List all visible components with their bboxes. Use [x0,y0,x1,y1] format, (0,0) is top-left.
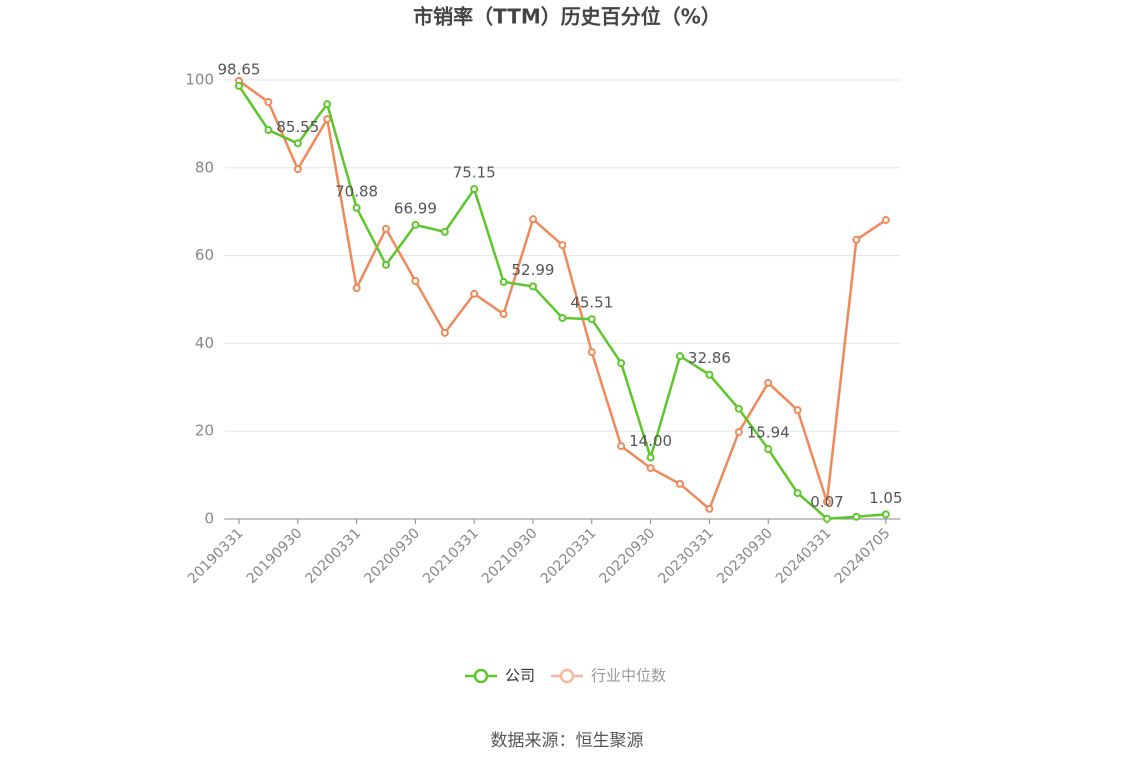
data-point [705,370,714,379]
data-label: 66.99 [394,199,437,217]
data-point [293,165,302,174]
x-tick-label: 20220331 [538,525,600,587]
x-tick-label: 20210331 [420,525,482,587]
y-tick-label: 20 [195,422,214,440]
data-label: 52.99 [512,261,555,279]
data-point [440,328,449,337]
legend-marker [473,668,489,684]
data-point [264,126,273,135]
data-label: 85.55 [276,118,319,136]
x-tick-label: 20190930 [244,525,306,587]
y-tick-label: 40 [195,334,214,352]
data-point [587,315,596,324]
data-point [440,227,449,236]
x-tick-label: 20200331 [303,525,365,587]
data-label: 32.86 [688,349,731,367]
data-point [470,185,479,194]
data-point [764,378,773,387]
data-point [587,348,596,357]
y-tick-label: 100 [185,71,214,89]
data-point [646,464,655,473]
data-point [823,497,831,506]
x-tick-label: 20210930 [479,525,541,587]
data-label: 14.00 [629,432,672,450]
data-point [382,224,390,233]
data-label: 0.07 [810,493,843,511]
data-point [793,406,802,415]
legend-item: 公司 [465,667,535,685]
x-tick-label: 20200930 [361,525,423,587]
data-point [764,445,773,454]
legend-marker [559,668,575,684]
series-line [238,79,887,512]
y-tick-label: 0 [204,510,214,528]
data-label: 45.51 [570,294,613,312]
source-note: 数据来源：恒生聚源 [491,731,644,751]
data-point [352,284,361,293]
data-point [676,479,684,488]
data-label: 1.05 [869,489,902,507]
x-tick-label: 20240331 [773,525,835,587]
data-point [852,235,861,244]
data-point [793,489,802,498]
data-point [529,282,537,291]
y-tick-label: 60 [195,246,214,264]
x-tick-label: 20220930 [597,525,659,587]
data-point [352,203,361,212]
data-label: 75.15 [453,164,496,182]
data-point [323,100,332,109]
data-point [235,81,243,90]
legend-label: 公司 [505,667,535,685]
data-point [676,352,684,361]
data-point [558,313,567,322]
x-tick-label: 20190331 [185,525,247,587]
legend-label: 行业中位数 [591,667,666,685]
data-point [705,504,714,513]
data-label: 70.88 [335,182,378,200]
data-point [382,260,390,269]
data-point [881,216,890,225]
data-point [499,277,508,286]
data-point [411,277,420,286]
series-line [237,85,886,520]
data-point [617,359,626,368]
chart-title: 市销率（TTM）历史百分位（%） [413,5,721,29]
data-label: 98.65 [218,60,261,78]
data-point [823,514,831,523]
data-point [264,97,273,106]
x-tick-label: 20230930 [714,525,776,587]
data-point [881,510,890,519]
data-point [646,453,655,462]
data-point [558,241,567,250]
data-point [411,220,420,229]
data-point [323,115,332,124]
data-point [734,404,743,413]
data-point [499,309,508,318]
x-tick-label: 20240705 [832,525,894,587]
data-point [529,215,537,224]
x-tick-label: 20230331 [655,525,717,587]
y-tick-label: 80 [195,158,214,176]
data-label: 15.94 [747,424,790,442]
data-point [852,512,861,521]
data-point [470,289,479,298]
data-point [734,428,743,437]
legend-item: 行业中位数 [551,667,666,685]
data-point [617,442,626,451]
data-point [293,139,302,148]
